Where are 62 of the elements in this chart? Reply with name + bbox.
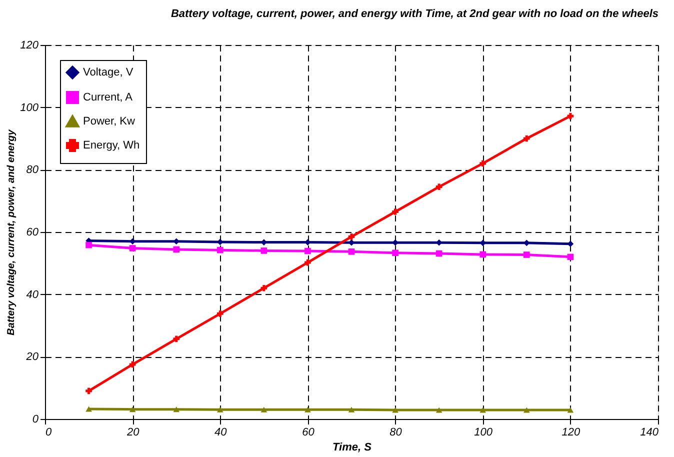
legend-label: Voltage, V [83,66,134,78]
point [567,407,574,413]
point [567,240,574,248]
y-tick-label: 80 [26,164,40,176]
point [436,250,442,257]
point [216,246,224,254]
legend-label: Energy, Wh [83,140,140,152]
x-tick-label: 60 [302,426,316,438]
point [523,407,530,413]
point [173,336,180,342]
point [436,239,442,246]
y-tick-label: 60 [26,226,40,238]
point [348,234,355,240]
point [129,406,136,412]
point [392,250,398,256]
point [304,248,311,254]
x-axis-title: Time, S [332,442,372,454]
point [260,406,268,412]
point [480,251,486,258]
x-tick-label: 20 [126,426,140,438]
y-tick-label: 100 [20,102,40,114]
y-tick-label: 20 [25,351,40,364]
point [436,407,442,413]
x-tick-label: 120 [562,426,581,438]
point [260,284,268,292]
point [392,239,398,246]
point [567,112,574,120]
point [304,259,311,266]
y-tick-label: 40 [26,288,40,301]
point [86,388,92,394]
point [348,239,355,246]
point [392,208,398,215]
point [216,310,224,317]
point [260,248,268,254]
point [348,248,355,255]
point [129,361,136,368]
x-tick-label: 100 [474,426,494,438]
point [480,407,486,413]
x-tick-label: 0 [46,426,52,438]
x-tick-label: 140 [640,426,660,438]
point [523,252,530,258]
legend-label: Power, Kw [83,116,136,128]
point [86,242,92,248]
point [86,406,92,412]
point [129,245,136,252]
point [392,407,398,413]
point [348,406,355,412]
point [523,135,530,142]
x-tick-label: 80 [390,426,403,438]
legend-label: Current, A [83,92,134,104]
chart-title: Battery voltage, current, power, and energy with Time, at 2nd gear with no load on the wheels [170,8,658,20]
point [304,406,311,412]
point [173,406,180,412]
point [480,160,486,167]
y-axis-title: Battery voltage, current, power, and energy [6,129,18,336]
point [216,406,224,412]
point [567,254,574,260]
y-tick-label: 0 [32,414,40,426]
point [436,184,442,190]
x-tick-label: 40 [214,426,228,438]
y-tick-label: 120 [20,40,40,52]
point [173,246,180,253]
